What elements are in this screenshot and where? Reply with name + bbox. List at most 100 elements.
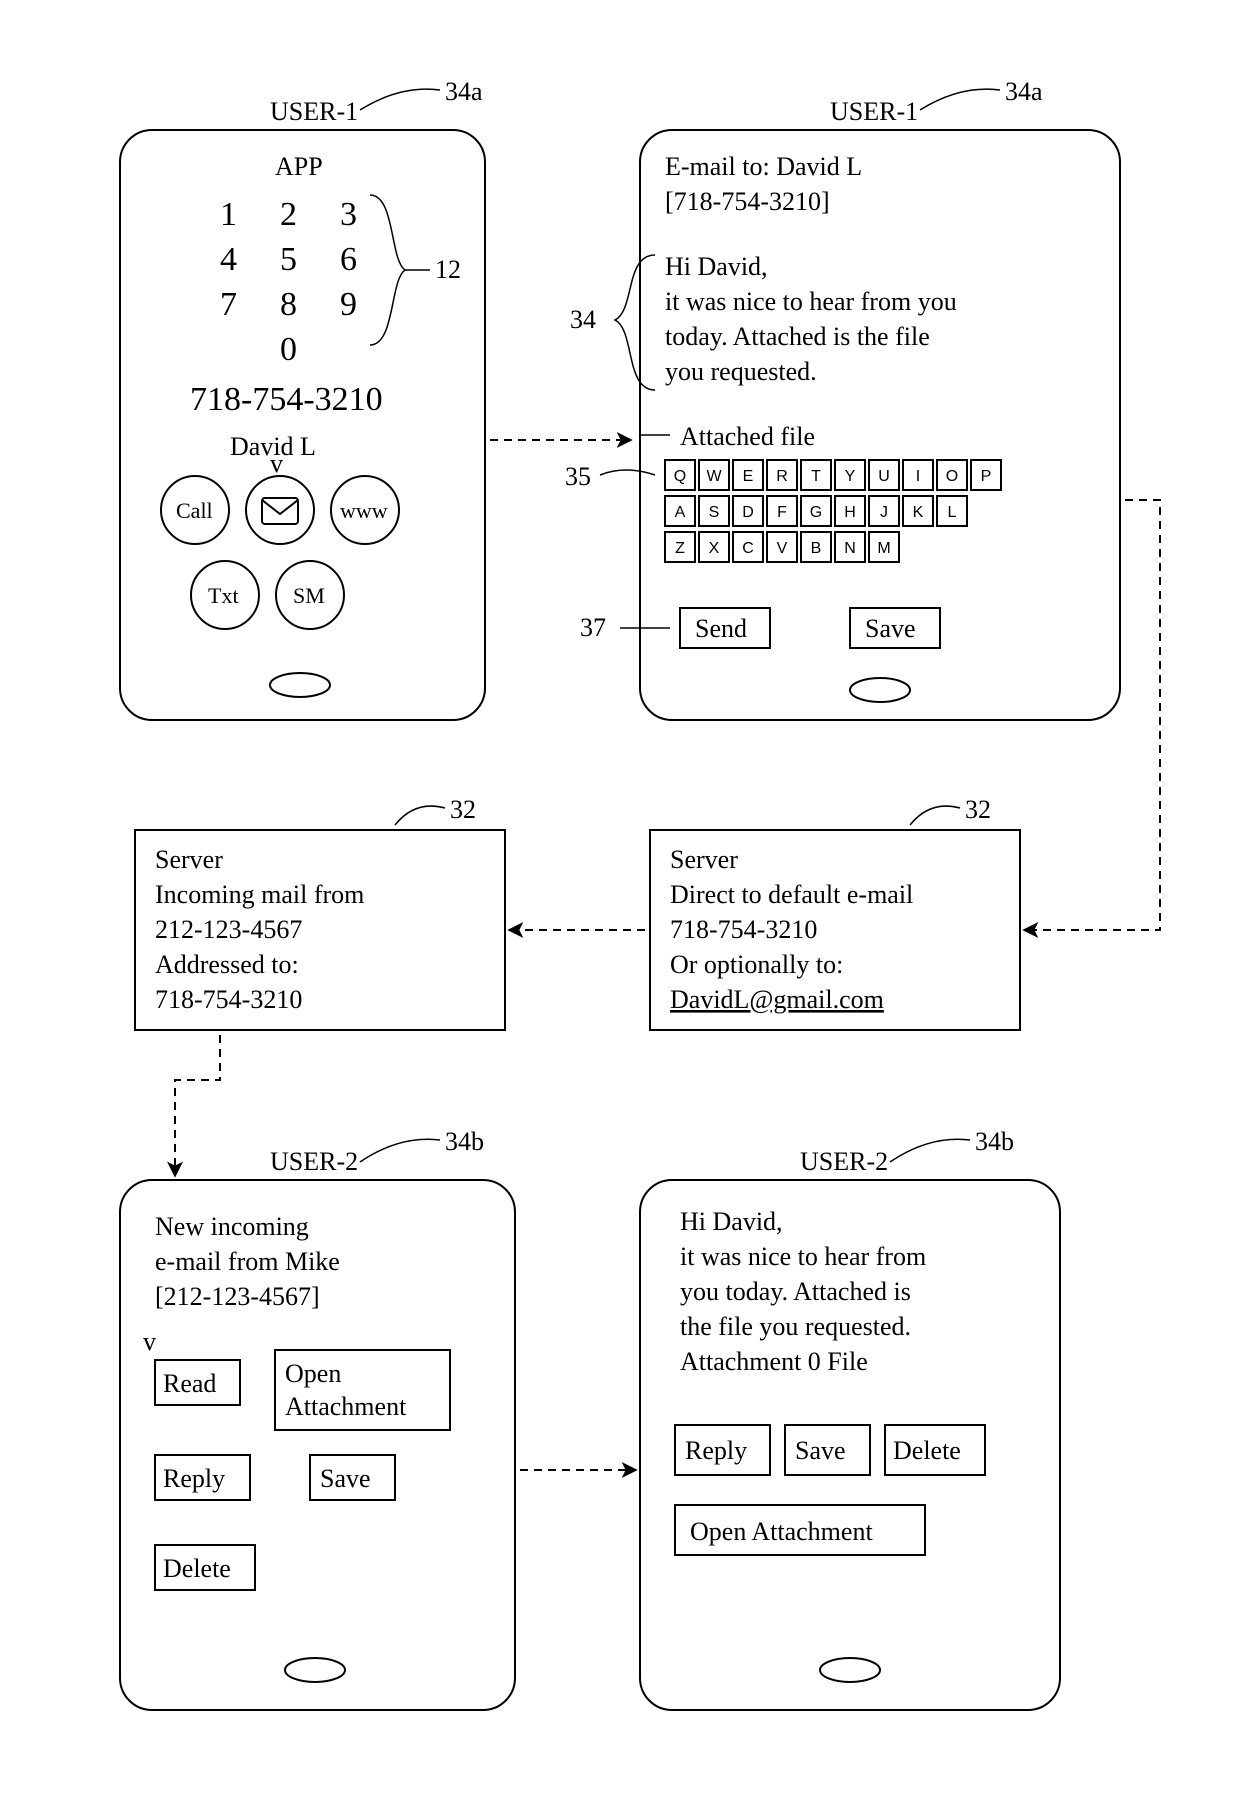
svg-text:M: M: [877, 540, 890, 557]
attached-label: Attached file: [680, 422, 815, 451]
svg-text:W: W: [706, 468, 722, 485]
keyboard[interactable]: QWERTYUIOPASDFGHJKLZXCVBNM: [665, 460, 1001, 562]
phone-d-user-label: USER-2: [800, 1147, 888, 1176]
sm-button[interactable]: SM: [276, 561, 344, 629]
phone-b-user-label: USER-1: [830, 97, 918, 126]
svg-text:Y: Y: [845, 468, 856, 485]
svg-text:E: E: [743, 468, 754, 485]
txt-button[interactable]: Txt: [191, 561, 259, 629]
svg-text:N: N: [844, 540, 856, 557]
svg-text:Hi David,: Hi David,: [680, 1207, 783, 1236]
svg-text:Delete: Delete: [893, 1436, 961, 1465]
email-body-4: you requested.: [665, 357, 817, 386]
home-button-c[interactable]: [285, 1658, 345, 1682]
email-to-phone: [718-754-3210]: [665, 187, 830, 216]
server-a-box: Server Incoming mail from 212-123-4567 A…: [135, 795, 505, 1030]
svg-text:Attachment 0 File: Attachment 0 File: [680, 1347, 868, 1376]
home-button-d[interactable]: [820, 1658, 880, 1682]
svg-text:J: J: [880, 504, 888, 521]
phone-c-user-label: USER-2: [270, 1147, 358, 1176]
svg-text:B: B: [811, 540, 822, 557]
svg-text:C: C: [742, 540, 754, 557]
phone-a: USER-1 34a APP 1 2 3 4 5 6 7 8 9 0 12 71…: [120, 77, 485, 720]
open-attachment-button-d[interactable]: Open Attachment: [675, 1505, 925, 1555]
email-body-3: today. Attached is the file: [665, 322, 930, 351]
svg-text:718-754-3210: 718-754-3210: [670, 915, 817, 944]
www-button[interactable]: www: [331, 476, 399, 544]
home-button-b[interactable]: [850, 678, 910, 702]
svg-text:D: D: [742, 504, 754, 521]
keypad[interactable]: 1 2 3 4 5 6 7 8 9 0: [220, 196, 357, 368]
phone-b: USER-1 34a E-mail to: David L [718-754-3…: [565, 77, 1120, 720]
delete-button-d[interactable]: Delete: [885, 1425, 985, 1475]
ref-37: 37: [580, 613, 606, 642]
svg-text:1: 1: [220, 196, 237, 233]
svg-text:0: 0: [280, 331, 297, 368]
call-button[interactable]: Call: [161, 476, 229, 544]
send-button[interactable]: Send: [680, 608, 770, 648]
svg-text:Or optionally to:: Or optionally to:: [670, 950, 843, 979]
save-button-b[interactable]: Save: [850, 608, 940, 648]
svg-text:www: www: [340, 498, 388, 523]
svg-text:3: 3: [340, 196, 357, 233]
svg-text:you today. Attached is: you today. Attached is: [680, 1277, 911, 1306]
svg-text:Q: Q: [674, 468, 686, 485]
svg-text:X: X: [709, 540, 720, 557]
svg-text:New incoming: New incoming: [155, 1212, 309, 1241]
patent-diagram: USER-1 34a APP 1 2 3 4 5 6 7 8 9 0 12 71…: [0, 0, 1240, 1813]
svg-text:Call: Call: [176, 498, 213, 523]
svg-text:G: G: [810, 504, 822, 521]
mail-button[interactable]: [246, 476, 314, 544]
svg-text:the file you requested.: the file you requested.: [680, 1312, 911, 1341]
svg-text:7: 7: [220, 286, 237, 323]
reply-button-d[interactable]: Reply: [675, 1425, 770, 1475]
svg-text:212-123-4567: 212-123-4567: [155, 915, 302, 944]
svg-text:V: V: [777, 540, 788, 557]
svg-text:e-mail from Mike: e-mail from Mike: [155, 1247, 340, 1276]
svg-text:4: 4: [220, 241, 237, 278]
reply-button-c[interactable]: Reply: [155, 1455, 250, 1500]
svg-text:5: 5: [280, 241, 297, 278]
svg-text:Reply: Reply: [685, 1436, 747, 1465]
svg-text:R: R: [776, 468, 788, 485]
ref-35: 35: [565, 462, 591, 491]
email-body-1: Hi David,: [665, 252, 768, 281]
phone-c: USER-2 34b New incoming e-mail from Mike…: [120, 1127, 515, 1710]
server-b-box: Server Direct to default e-mail 718-754-…: [650, 795, 1020, 1030]
svg-text:Direct to default e-mail: Direct to default e-mail: [670, 880, 913, 909]
svg-text:8: 8: [280, 286, 297, 323]
home-button[interactable]: [270, 673, 330, 697]
svg-text:[212-123-4567]: [212-123-4567]: [155, 1282, 320, 1311]
svg-text:it was nice to hear from: it was nice to hear from: [680, 1242, 926, 1271]
svg-text:Z: Z: [675, 540, 685, 557]
svg-text:6: 6: [340, 241, 357, 278]
svg-text:Server: Server: [670, 845, 738, 874]
ref-34a-1: 34a: [445, 77, 483, 106]
save-button-d[interactable]: Save: [785, 1425, 870, 1475]
ref-32-a: 32: [450, 795, 476, 824]
email-to: E-mail to: David L: [665, 152, 862, 181]
app-label: APP: [275, 152, 323, 181]
svg-text:Addressed to:: Addressed to:: [155, 950, 299, 979]
read-button[interactable]: Read: [155, 1360, 240, 1405]
pointer-v: v: [270, 449, 283, 478]
svg-text:K: K: [913, 504, 924, 521]
svg-text:Open: Open: [285, 1359, 341, 1388]
svg-text:I: I: [916, 468, 920, 485]
svg-text:P: P: [981, 468, 992, 485]
ref-34b-2: 34b: [975, 1127, 1014, 1156]
ref-12: 12: [435, 255, 461, 284]
svg-text:F: F: [777, 504, 787, 521]
svg-text:9: 9: [340, 286, 357, 323]
open-attachment-button-c[interactable]: Open Attachment: [275, 1350, 450, 1430]
svg-text:Server: Server: [155, 845, 223, 874]
svg-text:A: A: [675, 504, 686, 521]
delete-button-c[interactable]: Delete: [155, 1545, 255, 1590]
svg-text:718-754-3210: 718-754-3210: [155, 985, 302, 1014]
mail-icon-flap: [262, 500, 298, 514]
svg-text:Delete: Delete: [163, 1554, 231, 1583]
svg-text:S: S: [709, 504, 720, 521]
svg-text:Attachment: Attachment: [285, 1392, 407, 1421]
mail-icon: [262, 498, 298, 524]
save-button-c[interactable]: Save: [310, 1455, 395, 1500]
